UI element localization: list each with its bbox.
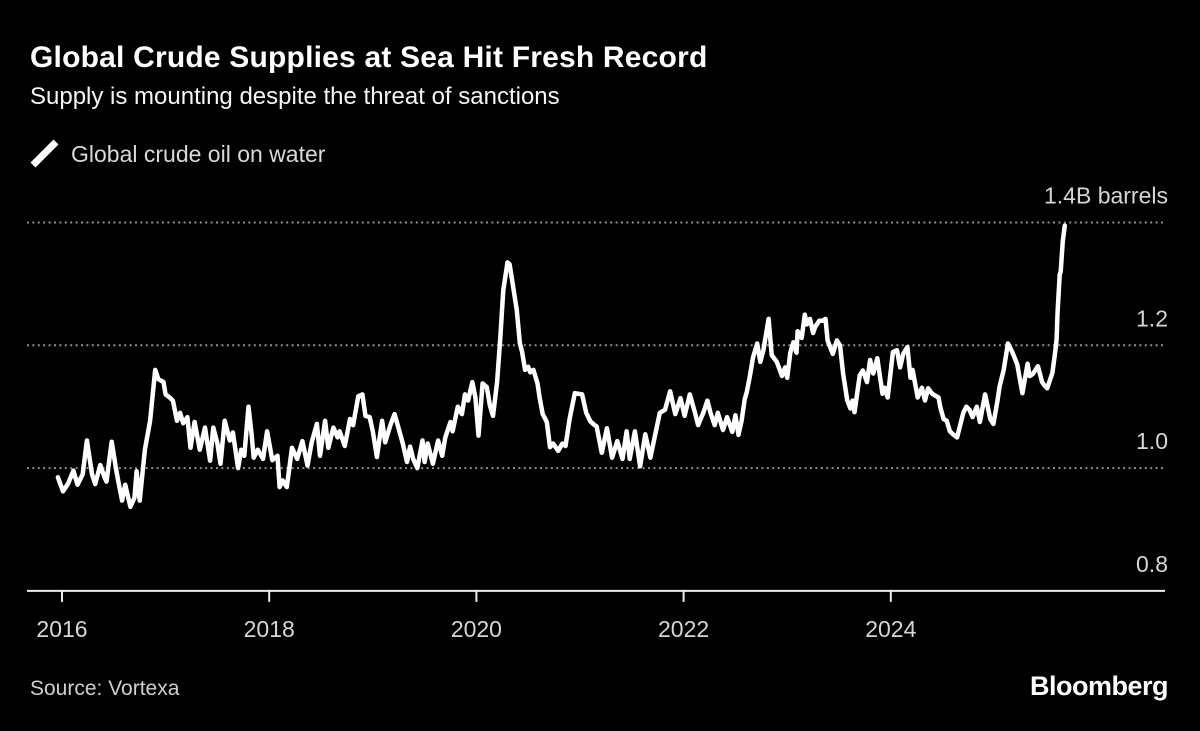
x-axis-label: 2016 (36, 616, 87, 642)
x-axis-label: 2020 (451, 616, 502, 642)
y-axis-label: 1.4B barrels (1044, 183, 1168, 209)
line-series-slash-icon (30, 139, 59, 168)
legend-label: Global crude oil on water (71, 140, 326, 167)
series-line-crude-on-water (55, 223, 1068, 510)
x-axis-label: 2018 (244, 616, 295, 642)
x-axis-label: 2022 (658, 616, 709, 642)
bloomberg-logo: Bloomberg (1029, 671, 1169, 701)
source-credit: Source: Vortexa (30, 677, 180, 700)
page-title: Global Crude Supplies at Sea Hit Fresh R… (30, 41, 708, 74)
legend: Global crude oil on water (30, 139, 325, 169)
y-axis-label: 1.0 (1136, 428, 1168, 454)
x-axis-label: 2024 (865, 616, 916, 642)
y-axis-label: 1.2 (1136, 305, 1168, 331)
y-axis-label: 0.8 (1136, 551, 1168, 577)
page-subtitle: Supply is mounting despite the threat of… (30, 83, 560, 110)
